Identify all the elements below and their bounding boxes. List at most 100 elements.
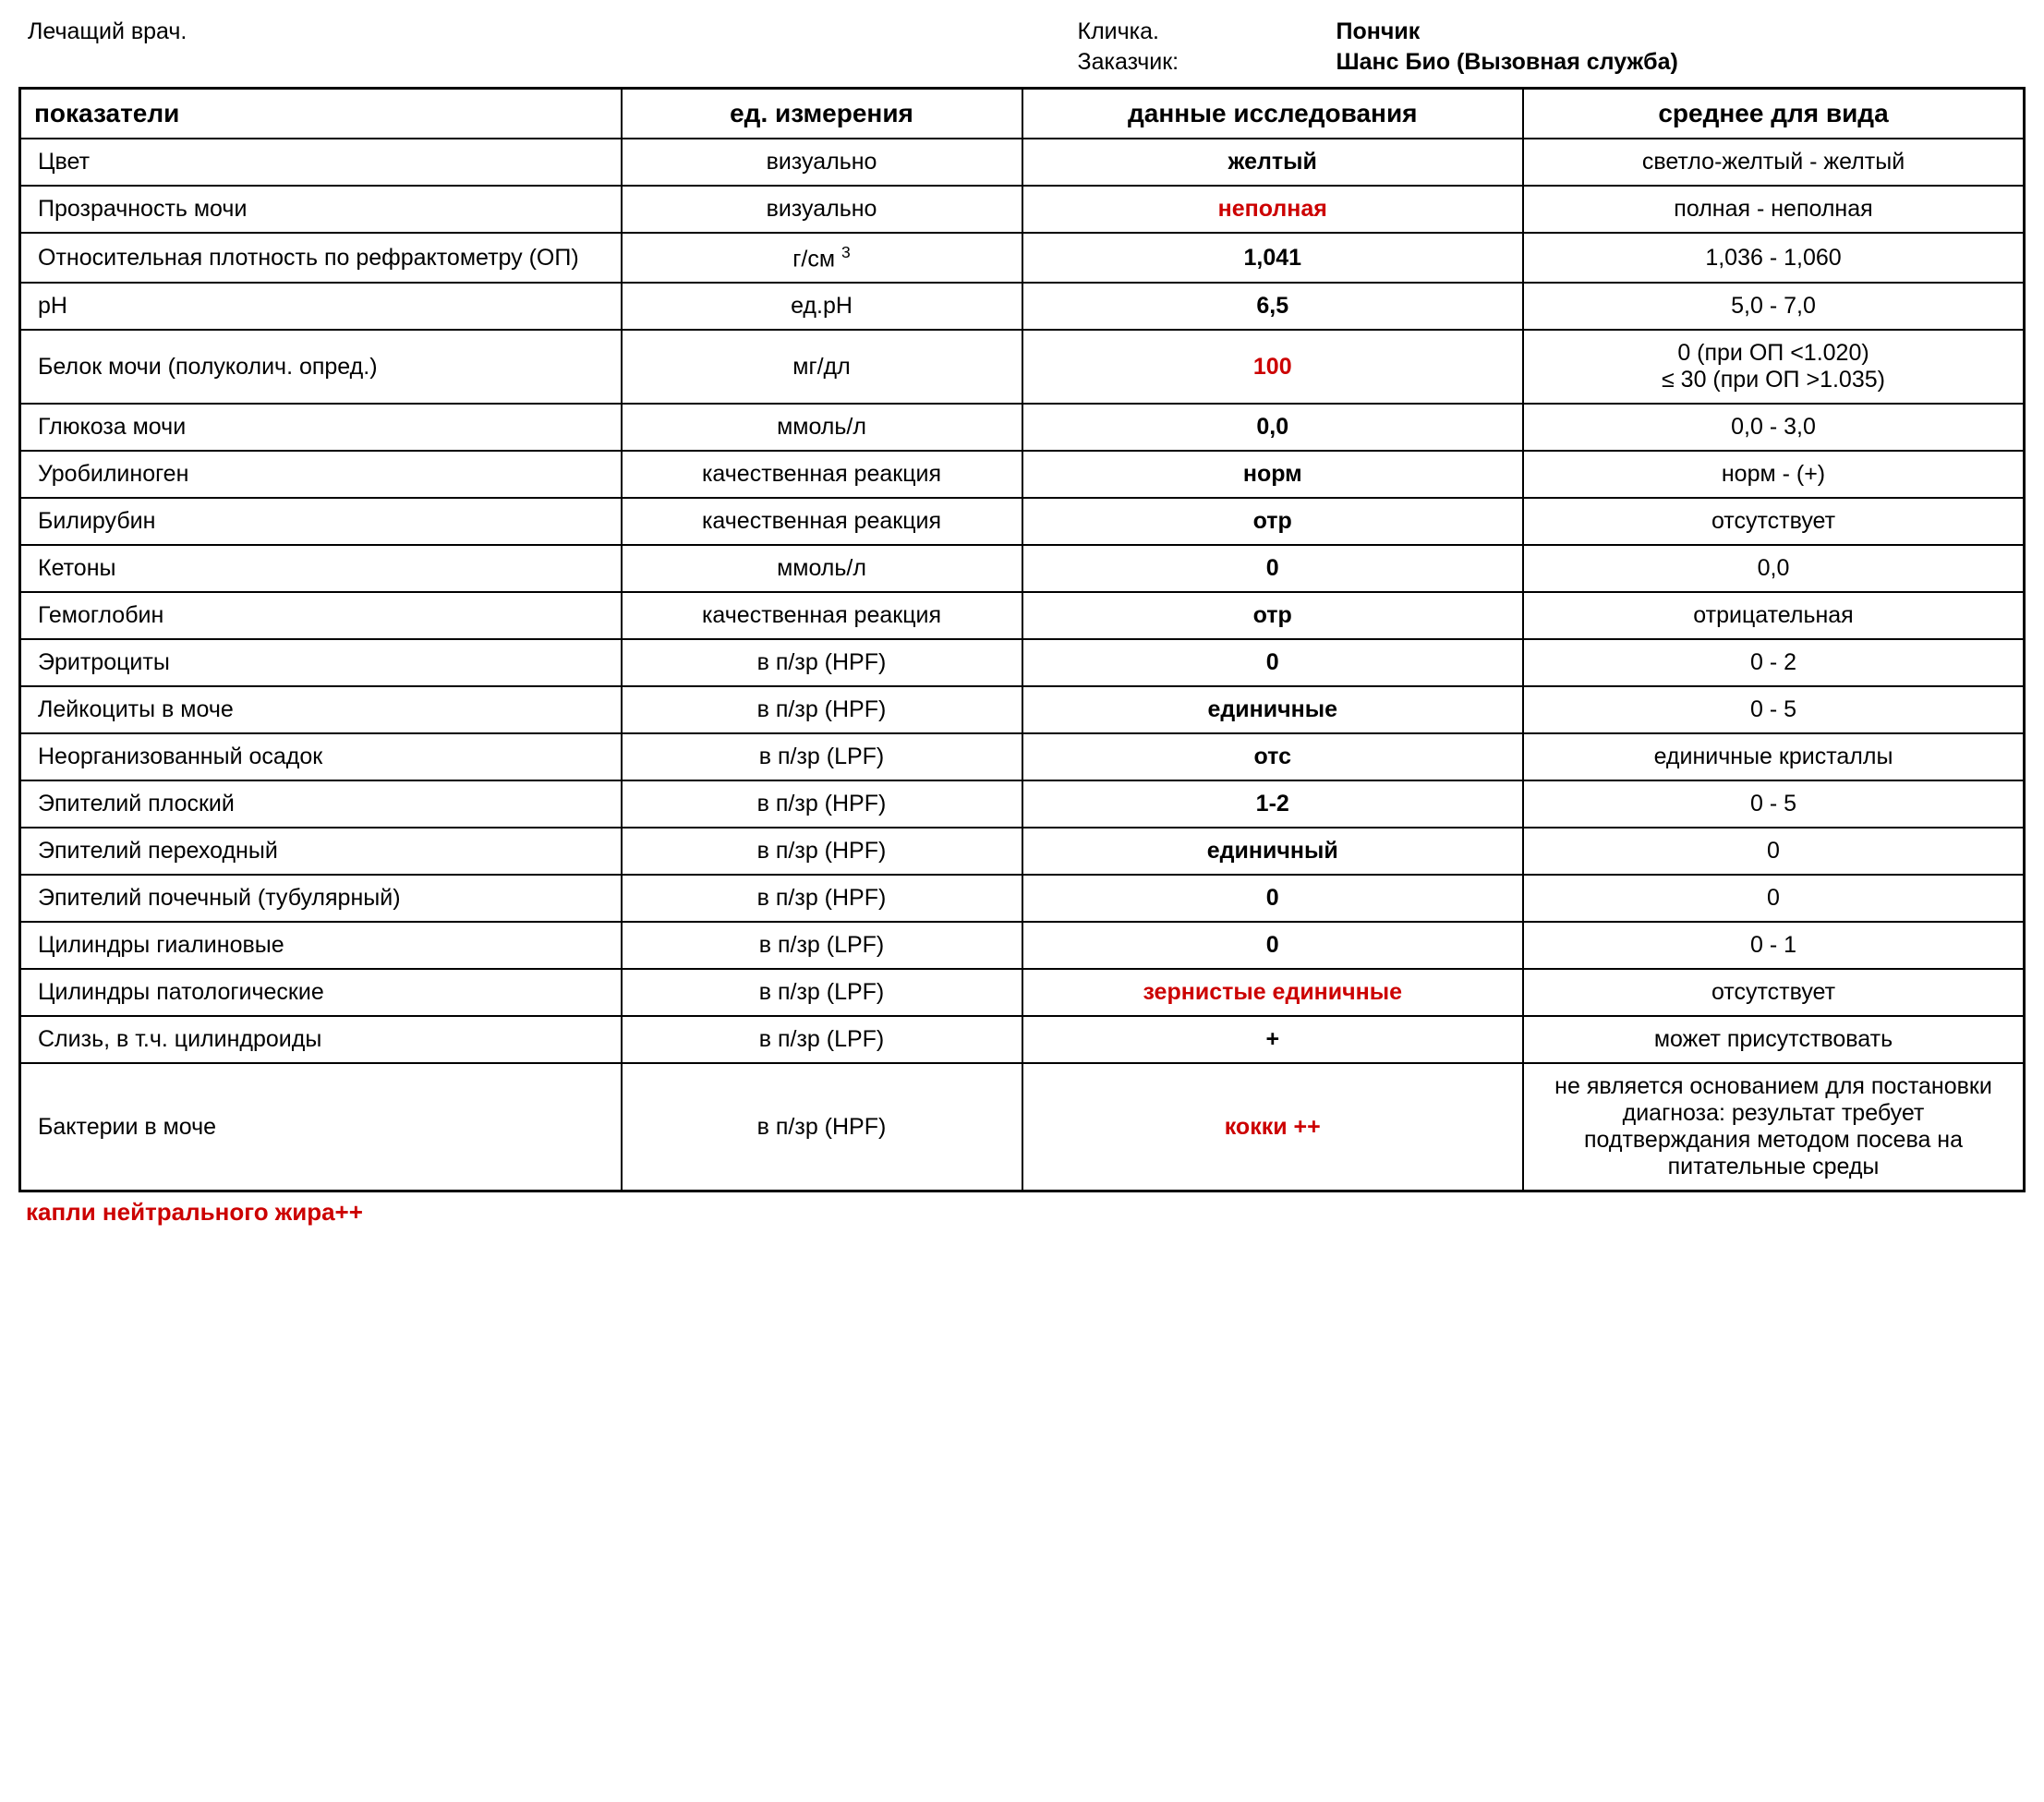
cell-unit: в п/зр (LPF) bbox=[622, 969, 1022, 1016]
cell-param: Белок мочи (полуколич. опред.) bbox=[20, 330, 622, 404]
cell-reference: норм - (+) bbox=[1523, 451, 2025, 498]
cell-param: Эпителий плоский bbox=[20, 780, 622, 828]
cell-reference: 0 - 1 bbox=[1523, 922, 2025, 969]
cell-unit: визуально bbox=[622, 186, 1022, 233]
table-row: Уробилиногенкачественная реакциянормнорм… bbox=[20, 451, 2025, 498]
cell-reference: 0 - 2 bbox=[1523, 639, 2025, 686]
cell-unit: в п/зр (LPF) bbox=[622, 922, 1022, 969]
table-row: Неорганизованный осадокв п/зр (LPF)отсед… bbox=[20, 733, 2025, 780]
col-header-reference: среднее для вида bbox=[1523, 89, 2025, 139]
cell-result: единичный bbox=[1022, 828, 1524, 875]
cell-unit: в п/зр (HPF) bbox=[622, 828, 1022, 875]
cell-unit: визуально bbox=[622, 139, 1022, 186]
cell-result: 0 bbox=[1022, 875, 1524, 922]
cell-result: 0 bbox=[1022, 639, 1524, 686]
cell-result: отр bbox=[1022, 498, 1524, 545]
cell-reference: отрицательная bbox=[1523, 592, 2025, 639]
cell-unit: в п/зр (HPF) bbox=[622, 1063, 1022, 1191]
cell-reference: единичные кристаллы bbox=[1523, 733, 2025, 780]
cell-result: + bbox=[1022, 1016, 1524, 1063]
cell-reference: 5,0 - 7,0 bbox=[1523, 283, 2025, 330]
cell-unit: в п/зр (LPF) bbox=[622, 733, 1022, 780]
cell-unit: в п/зр (HPF) bbox=[622, 639, 1022, 686]
cell-param: Слизь, в т.ч. цилиндроиды bbox=[20, 1016, 622, 1063]
col-header-unit: ед. измерения bbox=[622, 89, 1022, 139]
header-section: Лечащий врач. Кличка. Пончик Заказчик: Ш… bbox=[18, 18, 2026, 76]
cell-unit: ммоль/л bbox=[622, 404, 1022, 451]
customer-value: Шанс Био (Вызовная служба) bbox=[1336, 49, 1678, 76]
cell-reference: может присутствовать bbox=[1523, 1016, 2025, 1063]
table-row: Эритроцитыв п/зр (HPF)00 - 2 bbox=[20, 639, 2025, 686]
cell-result: 100 bbox=[1022, 330, 1524, 404]
doctor-label: Лечащий врач. bbox=[28, 18, 187, 44]
table-body: Цветвизуальножелтыйсветло-желтый - желты… bbox=[20, 139, 2025, 1191]
cell-param: Цилиндры патологические bbox=[20, 969, 622, 1016]
table-row: Лейкоциты в мочев п/зр (HPF)единичные0 -… bbox=[20, 686, 2025, 733]
cell-unit: ед.pH bbox=[622, 283, 1022, 330]
nickname-row: Кличка. Пончик bbox=[1078, 18, 2026, 45]
cell-param: Эритроциты bbox=[20, 639, 622, 686]
cell-result: желтый bbox=[1022, 139, 1524, 186]
cell-result: 0,0 bbox=[1022, 404, 1524, 451]
results-table: показатели ед. измерения данные исследов… bbox=[18, 87, 2026, 1192]
table-row: Эпителий почечный (тубулярный)в п/зр (HP… bbox=[20, 875, 2025, 922]
cell-reference: 0,0 bbox=[1523, 545, 2025, 592]
cell-result: кокки ++ bbox=[1022, 1063, 1524, 1191]
cell-result: 0 bbox=[1022, 545, 1524, 592]
cell-unit: в п/зр (HPF) bbox=[622, 780, 1022, 828]
cell-reference: светло-желтый - желтый bbox=[1523, 139, 2025, 186]
table-row: Глюкоза мочиммоль/л0,00,0 - 3,0 bbox=[20, 404, 2025, 451]
customer-label: Заказчик: bbox=[1078, 49, 1336, 76]
cell-reference: отсутствует bbox=[1523, 969, 2025, 1016]
cell-reference: 0 - 5 bbox=[1523, 686, 2025, 733]
cell-reference: не является основанием для постановки ди… bbox=[1523, 1063, 2025, 1191]
cell-unit: качественная реакция bbox=[622, 592, 1022, 639]
cell-param: pH bbox=[20, 283, 622, 330]
cell-unit: в п/зр (LPF) bbox=[622, 1016, 1022, 1063]
cell-reference: 0 bbox=[1523, 828, 2025, 875]
table-row: Слизь, в т.ч. цилиндроидыв п/зр (LPF)+мо… bbox=[20, 1016, 2025, 1063]
cell-result: зернистые единичные bbox=[1022, 969, 1524, 1016]
table-row: Эпителий переходныйв п/зр (HPF)единичный… bbox=[20, 828, 2025, 875]
cell-reference: полная - неполная bbox=[1523, 186, 2025, 233]
footer-note: капли нейтрального жира++ bbox=[18, 1192, 2026, 1227]
table-row: Белок мочи (полуколич. опред.)мг/дл1000 … bbox=[20, 330, 2025, 404]
cell-reference: отсутствует bbox=[1523, 498, 2025, 545]
cell-param: Относительная плотность по рефрактометру… bbox=[20, 233, 622, 283]
cell-param: Гемоглобин bbox=[20, 592, 622, 639]
table-row: Гемоглобинкачественная реакцияотротрицат… bbox=[20, 592, 2025, 639]
table-row: Цветвизуальножелтыйсветло-желтый - желты… bbox=[20, 139, 2025, 186]
cell-result: единичные bbox=[1022, 686, 1524, 733]
cell-reference: 1,036 - 1,060 bbox=[1523, 233, 2025, 283]
cell-param: Неорганизованный осадок bbox=[20, 733, 622, 780]
table-row: Билирубинкачественная реакцияотротсутств… bbox=[20, 498, 2025, 545]
header-left: Лечащий врач. bbox=[28, 18, 976, 76]
cell-param: Лейкоциты в моче bbox=[20, 686, 622, 733]
header-right: Кличка. Пончик Заказчик: Шанс Био (Вызов… bbox=[976, 18, 2026, 76]
table-row: Прозрачность мочивизуальнонеполнаяполная… bbox=[20, 186, 2025, 233]
col-header-result: данные исследования bbox=[1022, 89, 1524, 139]
cell-param: Уробилиноген bbox=[20, 451, 622, 498]
col-header-param: показатели bbox=[20, 89, 622, 139]
table-row: Бактерии в мочев п/зр (HPF)кокки ++не яв… bbox=[20, 1063, 2025, 1191]
cell-unit: мг/дл bbox=[622, 330, 1022, 404]
cell-result: норм bbox=[1022, 451, 1524, 498]
cell-param: Эпителий переходный bbox=[20, 828, 622, 875]
cell-param: Прозрачность мочи bbox=[20, 186, 622, 233]
cell-result: 6,5 bbox=[1022, 283, 1524, 330]
cell-result: отс bbox=[1022, 733, 1524, 780]
cell-param: Цилиндры гиалиновые bbox=[20, 922, 622, 969]
cell-unit: г/см 3 bbox=[622, 233, 1022, 283]
cell-reference: 0 (при ОП <1.020)≤ 30 (при ОП >1.035) bbox=[1523, 330, 2025, 404]
cell-unit: в п/зр (HPF) bbox=[622, 875, 1022, 922]
nickname-label: Кличка. bbox=[1078, 18, 1336, 45]
cell-result: 0 bbox=[1022, 922, 1524, 969]
cell-result: неполная bbox=[1022, 186, 1524, 233]
cell-param: Билирубин bbox=[20, 498, 622, 545]
cell-unit: качественная реакция bbox=[622, 451, 1022, 498]
cell-reference: 0,0 - 3,0 bbox=[1523, 404, 2025, 451]
cell-param: Бактерии в моче bbox=[20, 1063, 622, 1191]
cell-param: Цвет bbox=[20, 139, 622, 186]
cell-reference: 0 - 5 bbox=[1523, 780, 2025, 828]
cell-result: 1-2 bbox=[1022, 780, 1524, 828]
